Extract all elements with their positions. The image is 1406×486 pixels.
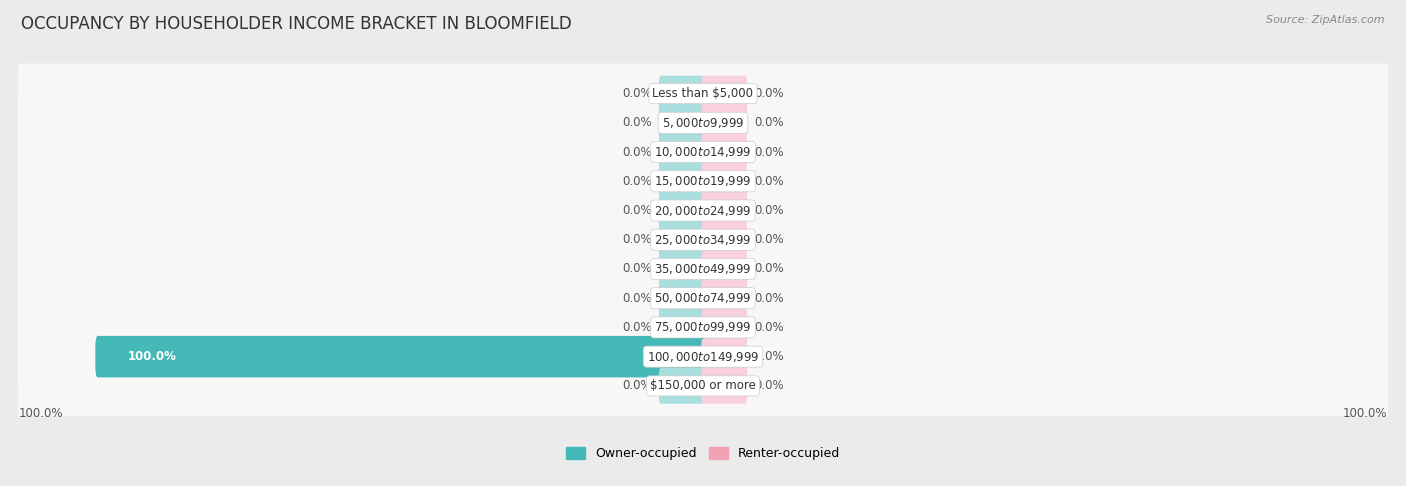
FancyBboxPatch shape xyxy=(659,192,704,228)
FancyBboxPatch shape xyxy=(702,280,747,316)
FancyBboxPatch shape xyxy=(18,93,1388,153)
Text: 0.0%: 0.0% xyxy=(621,175,651,188)
Text: 0.0%: 0.0% xyxy=(755,262,785,276)
FancyBboxPatch shape xyxy=(702,76,747,111)
FancyBboxPatch shape xyxy=(18,64,1388,123)
Text: $25,000 to $34,999: $25,000 to $34,999 xyxy=(654,233,752,247)
Text: Source: ZipAtlas.com: Source: ZipAtlas.com xyxy=(1267,15,1385,25)
Text: 0.0%: 0.0% xyxy=(755,292,785,305)
FancyBboxPatch shape xyxy=(18,209,1388,270)
FancyBboxPatch shape xyxy=(18,356,1388,416)
FancyBboxPatch shape xyxy=(659,105,704,140)
Text: $100,000 to $149,999: $100,000 to $149,999 xyxy=(647,349,759,364)
FancyBboxPatch shape xyxy=(659,280,704,316)
Text: 0.0%: 0.0% xyxy=(621,380,651,392)
FancyBboxPatch shape xyxy=(702,310,747,345)
Text: 0.0%: 0.0% xyxy=(621,292,651,305)
FancyBboxPatch shape xyxy=(702,163,747,199)
FancyBboxPatch shape xyxy=(96,336,706,378)
FancyBboxPatch shape xyxy=(18,239,1388,299)
Text: $75,000 to $99,999: $75,000 to $99,999 xyxy=(654,320,752,334)
Text: $20,000 to $24,999: $20,000 to $24,999 xyxy=(654,204,752,218)
FancyBboxPatch shape xyxy=(702,339,747,375)
FancyBboxPatch shape xyxy=(659,310,704,345)
FancyBboxPatch shape xyxy=(659,222,704,258)
Text: 0.0%: 0.0% xyxy=(755,145,785,158)
Text: $15,000 to $19,999: $15,000 to $19,999 xyxy=(654,174,752,188)
FancyBboxPatch shape xyxy=(702,222,747,258)
Text: $5,000 to $9,999: $5,000 to $9,999 xyxy=(662,116,744,130)
FancyBboxPatch shape xyxy=(659,76,704,111)
Text: 0.0%: 0.0% xyxy=(755,233,785,246)
FancyBboxPatch shape xyxy=(18,327,1388,387)
Text: 0.0%: 0.0% xyxy=(621,321,651,334)
Text: 0.0%: 0.0% xyxy=(755,116,785,129)
FancyBboxPatch shape xyxy=(659,163,704,199)
Text: 100.0%: 100.0% xyxy=(20,407,63,420)
Text: 0.0%: 0.0% xyxy=(621,87,651,100)
FancyBboxPatch shape xyxy=(659,134,704,170)
Text: 0.0%: 0.0% xyxy=(755,350,785,363)
Text: 0.0%: 0.0% xyxy=(621,262,651,276)
Text: $10,000 to $14,999: $10,000 to $14,999 xyxy=(654,145,752,159)
Text: 0.0%: 0.0% xyxy=(755,204,785,217)
FancyBboxPatch shape xyxy=(702,368,747,404)
Text: $50,000 to $74,999: $50,000 to $74,999 xyxy=(654,291,752,305)
Text: $150,000 or more: $150,000 or more xyxy=(650,380,756,392)
FancyBboxPatch shape xyxy=(702,134,747,170)
FancyBboxPatch shape xyxy=(18,122,1388,182)
Text: 0.0%: 0.0% xyxy=(755,321,785,334)
FancyBboxPatch shape xyxy=(659,251,704,287)
Legend: Owner-occupied, Renter-occupied: Owner-occupied, Renter-occupied xyxy=(567,447,839,460)
FancyBboxPatch shape xyxy=(702,251,747,287)
Text: 100.0%: 100.0% xyxy=(1343,407,1386,420)
Text: 0.0%: 0.0% xyxy=(755,175,785,188)
Text: 100.0%: 100.0% xyxy=(128,350,177,363)
FancyBboxPatch shape xyxy=(702,105,747,140)
FancyBboxPatch shape xyxy=(18,297,1388,358)
Text: 0.0%: 0.0% xyxy=(621,116,651,129)
FancyBboxPatch shape xyxy=(18,180,1388,241)
Text: 0.0%: 0.0% xyxy=(621,204,651,217)
Text: 0.0%: 0.0% xyxy=(755,87,785,100)
FancyBboxPatch shape xyxy=(18,151,1388,211)
FancyBboxPatch shape xyxy=(18,268,1388,329)
FancyBboxPatch shape xyxy=(659,368,704,404)
Text: 0.0%: 0.0% xyxy=(621,145,651,158)
Text: 0.0%: 0.0% xyxy=(755,380,785,392)
Text: $35,000 to $49,999: $35,000 to $49,999 xyxy=(654,262,752,276)
Text: OCCUPANCY BY HOUSEHOLDER INCOME BRACKET IN BLOOMFIELD: OCCUPANCY BY HOUSEHOLDER INCOME BRACKET … xyxy=(21,15,572,33)
Text: Less than $5,000: Less than $5,000 xyxy=(652,87,754,100)
Text: 0.0%: 0.0% xyxy=(621,233,651,246)
FancyBboxPatch shape xyxy=(702,192,747,228)
